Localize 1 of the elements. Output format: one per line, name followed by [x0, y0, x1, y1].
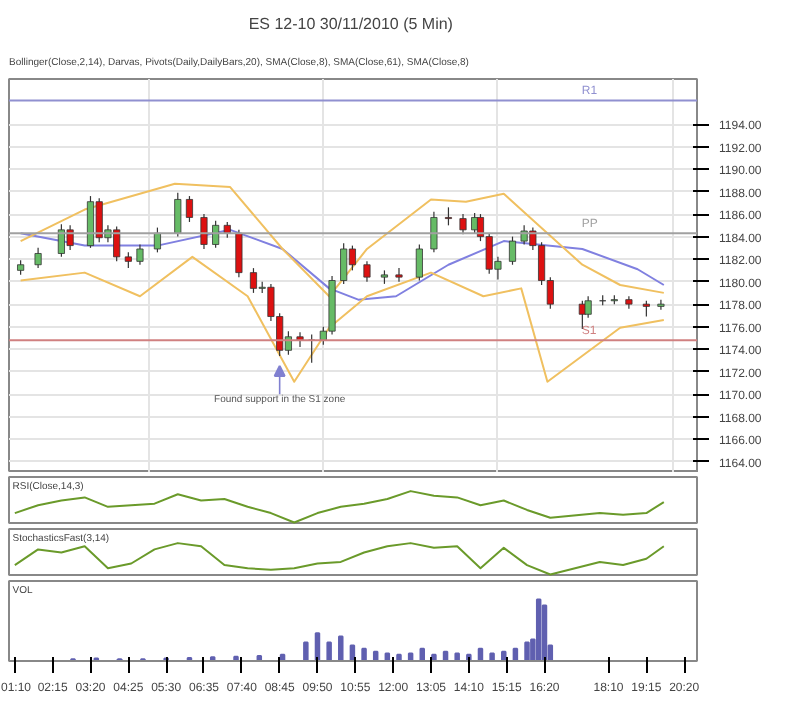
chart-title: ES 12-10 30/11/2010 (5 Min): [248, 15, 454, 33]
